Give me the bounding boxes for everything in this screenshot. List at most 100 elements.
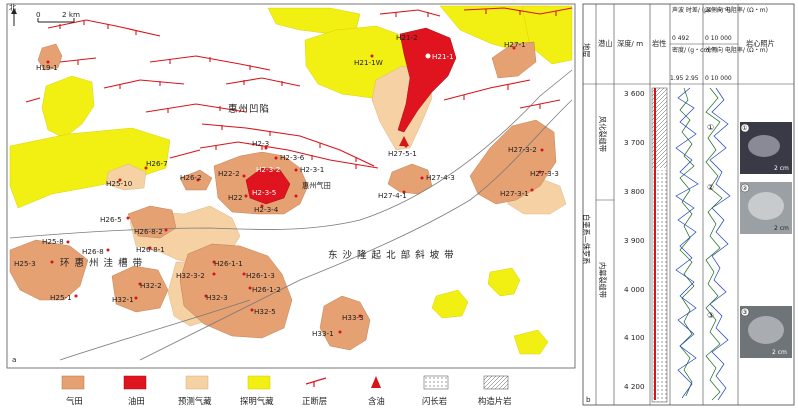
photo-number: ① [742,125,747,132]
scale-bar: 0 2 km [36,10,80,23]
proven-gas-area [513,329,549,355]
well-label: H2-3-6 [280,153,305,162]
depth-label: 3 800 [624,187,645,196]
header-lith: 岩性 [652,39,666,48]
legend-label: 含油 [368,396,385,406]
header-depth: 深度/ m [617,39,643,48]
log-panel: 地层 潜山 深度/ m 岩性 声波 时差/ (μs・m⁻¹) 0 492 密度/… [582,3,795,406]
well-label: H33-3 [342,313,364,322]
header-density-range: 1.95 2.95 [670,75,699,82]
well-label: H2-3-5 [252,188,276,197]
deep-resistivity-curve [709,87,731,401]
well-label: H26-1-2 [252,285,281,294]
header-density: 密度/ (g・cm⁻³) [672,46,717,54]
normal-faults [25,7,573,169]
oil-bearing-bar [654,88,656,400]
well-label: H21-2 [396,33,418,42]
predicted-gas-area [105,163,147,191]
proven-gas-area [487,267,521,297]
legend-item: 正断层 [302,377,327,406]
well-label: H32-3 [206,293,228,302]
legend-item: 含油 [368,376,385,406]
boundary-line [9,69,573,239]
legend-label: 油田 [128,396,145,406]
depth-label: 3 700 [624,138,645,147]
well-label: H25-10 [106,179,133,188]
legend: 气田 油田 预测气藏 探明气藏 正断层 含油 闪长岩 构造片岩 [61,375,512,406]
boundary-line [59,299,251,361]
well-label: H26-8 [82,247,104,256]
well-label: H25-3 [14,259,36,268]
legend-label: 闪长岩 [422,396,447,406]
well-label: H26-8-1 [136,245,165,254]
well-label: H26-5 [100,215,122,224]
legend-item: 构造片岩 [478,375,512,406]
oil-bearing-marker [399,136,409,146]
boundary-line [139,99,573,361]
photo-scale: 2 cm [774,165,789,172]
well-label: H26-1-3 [246,271,275,280]
oil-field-area [245,167,291,205]
gas-field-area [491,41,537,79]
legend-item: 闪长岩 [422,375,449,406]
log-panel-label: b [586,395,591,404]
scale-end: 2 km [62,10,80,19]
legend-label: 探明气藏 [240,396,274,406]
well-label: H2-3-4 [254,205,279,214]
legend-label: 预测气藏 [178,396,212,406]
header-deep-range: 0 10 000 [705,35,732,42]
well-label: H26-2 [180,173,202,182]
well-label: H32-2 [140,281,162,290]
well-label: H27-1 [504,40,526,49]
legend-item: 气田 [61,375,85,406]
well-label: H21-1 [432,52,454,61]
oil-field-area [397,27,457,133]
depth-label: 3 600 [624,89,645,98]
well-label: H27-5-1 [388,149,417,158]
gas-field-area [111,265,169,313]
gas-field-area [179,169,213,191]
well-label: H32-3-2 [176,271,205,280]
core-photo: ③ 2 cm [740,306,792,358]
gas-field-area [179,243,293,339]
depth-label: 4 000 [624,285,645,294]
proven-gas-area [41,75,95,139]
header-sub: 潜山 [598,39,612,48]
header-sonic: 声波 时差/ (μs・m⁻¹) [672,6,731,14]
well-label: H25-1 [50,293,72,302]
header-deep-res: 深侧向 电阻率/ (Ω・m) [705,6,768,14]
north-arrow: 北 [9,3,17,26]
header-sonic-range: 0 492 [672,35,689,42]
well-label: H27-3-2 [508,145,537,154]
photo-scale: 2 cm [772,349,787,356]
well-label: H2-3 [252,139,269,148]
well-label: H32-5 [254,307,276,316]
core-photo: ② 2 cm [740,182,792,234]
well-labels: H19-1 H21-1W H21-2 H21-1 H27-1 H27-5-1 H… [14,33,559,338]
density-curve [675,87,699,399]
formation-label: 白垩系—侏罗系 [582,214,591,264]
gas-field-area [37,43,63,71]
well-label: H25-8 [42,237,64,246]
header-shallow-range: 0 10 000 [705,75,732,82]
north-label: 北 [9,3,16,12]
photo-number: ② [742,185,748,192]
sonic-curve [679,87,695,397]
header-photo: 岩心照片 [746,39,775,48]
well-label: H26-8-2 [134,227,163,236]
legend-label: 气田 [66,396,83,406]
well-label: H2-3-1 [300,165,324,174]
depth-label: 3 900 [624,236,645,245]
legend-item: 油田 [123,375,147,406]
well-label: H27-3-1 [500,189,529,198]
well-label: H32-1 [112,295,134,304]
slope-label: 东 沙 隆 起 北 部 斜 坡 带 [328,249,455,261]
well-label: H27-4-3 [426,173,455,182]
photo-number: ③ [742,309,747,316]
well-label: H26-1-1 [214,259,243,268]
well-label: H21-1W [354,58,383,67]
well-markers [46,36,544,334]
legend-item: 预测气藏 [178,375,212,406]
legend-item: 探明气藏 [240,375,274,406]
well-label: H27-4-1 [378,191,407,200]
